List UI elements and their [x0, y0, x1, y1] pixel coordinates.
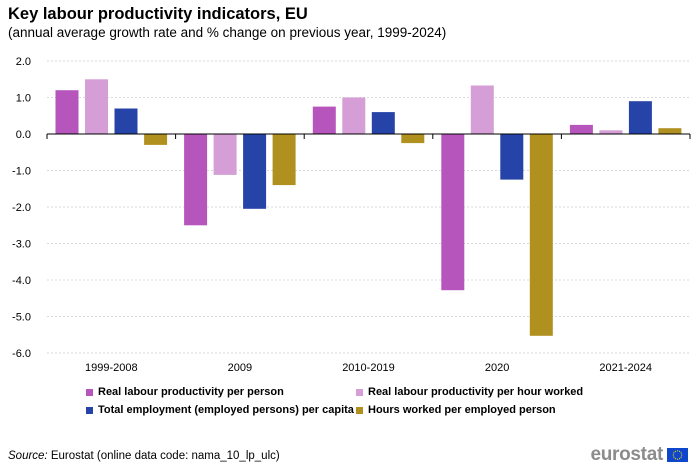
bar-real-per-hour-2021-2024 — [599, 130, 623, 134]
bar-real-per-person-2010-2019 — [312, 106, 336, 134]
y-tick-label: -2.0 — [12, 202, 31, 214]
flag-star — [676, 458, 679, 460]
bar-real-per-person-2020 — [441, 134, 465, 291]
legend-swatch-hours — [356, 406, 363, 414]
bar-real-per-person-1999-2008 — [55, 90, 79, 134]
bar-real-per-hour-2020 — [470, 85, 494, 134]
x-tick-label: 2010-2019 — [342, 362, 395, 374]
y-tick-label: -4.0 — [12, 275, 31, 287]
legend-label-real-per-hour: Real labour productivity per hour worked — [368, 386, 584, 398]
flag-star — [672, 454, 674, 456]
bars — [55, 79, 682, 336]
bar-real-per-hour-1999-2008 — [85, 79, 108, 135]
flag-star — [674, 458, 676, 460]
bar-hours-2010-2019 — [401, 134, 425, 144]
legend-label-hours: Hours worked per employed person — [368, 404, 556, 416]
y-tick-label: 1.0 — [16, 93, 31, 105]
y-tick-label: -3.0 — [12, 239, 31, 251]
flag-star — [680, 456, 682, 458]
flag-star — [676, 450, 679, 452]
eu-flag-icon — [667, 448, 688, 462]
y-tick-label: -6.0 — [12, 348, 31, 360]
flag-star — [679, 450, 681, 452]
x-tick-label: 2021-2024 — [599, 362, 652, 374]
flag-star — [679, 458, 681, 460]
x-axis — [46, 133, 691, 139]
legend-label-real-per-person: Real labour productivity per person — [98, 386, 284, 398]
chart-subtitle: (annual average growth rate and % change… — [8, 25, 447, 40]
logo-text: eurostat — [590, 444, 663, 465]
eurostat-logo: eurostat — [590, 444, 688, 466]
bar-hours-1999-2008 — [144, 134, 168, 145]
bar-employment-1999-2008 — [114, 108, 138, 134]
chart-title: Key labour productivity indicators, EU — [8, 5, 308, 23]
bar-employment-2009 — [243, 134, 267, 209]
x-tick-label: 2009 — [228, 362, 252, 374]
y-tick-label: 0.0 — [16, 129, 31, 141]
bar-employment-2020 — [500, 134, 524, 180]
y-tick-label: -1.0 — [12, 166, 31, 178]
bar-employment-2021-2024 — [628, 101, 652, 134]
bar-hours-2021-2024 — [658, 128, 682, 134]
legend-item-real-per-hour: Real labour productivity per hour worked — [356, 386, 583, 398]
x-axis-tick-labels: 1999-2008 2009 2010-2019 2020 2021-2024 — [85, 362, 652, 374]
bar-real-per-hour-2009 — [213, 134, 237, 175]
flag-star — [681, 454, 683, 456]
flag-star — [680, 452, 682, 454]
source-text: Eurostat (online data code: nama_10_lp_u… — [47, 450, 280, 462]
gridlines — [47, 60, 690, 354]
flag-star — [673, 452, 675, 454]
legend-swatch-real-per-hour — [356, 388, 363, 396]
x-tick-label: 1999-2008 — [85, 362, 138, 374]
bar-real-per-person-2021-2024 — [569, 124, 593, 134]
source-note: Source: Eurostat (online data code: nama… — [8, 450, 280, 462]
y-tick-label: 2.0 — [16, 56, 31, 68]
legend-item-real-per-person: Real labour productivity per person — [86, 386, 284, 398]
bar-hours-2020 — [529, 134, 553, 336]
y-axis-tick-labels: 2.0 1.0 0.0 -1.0 -2.0 -3.0 -4.0 -5.0 -6.0 — [12, 56, 31, 360]
y-tick-label: -5.0 — [12, 312, 31, 324]
flag-star — [674, 450, 676, 452]
legend-item-employment: Total employment (employed persons) per … — [86, 404, 354, 416]
legend-item-hours: Hours worked per employed person — [356, 404, 556, 416]
bar-employment-2010-2019 — [371, 112, 395, 134]
legend-swatch-real-per-person — [86, 388, 93, 396]
bar-real-per-person-2009 — [184, 134, 208, 226]
legend-swatch-employment — [86, 406, 93, 414]
source-label: Source: — [8, 450, 48, 462]
bar-hours-2009 — [272, 134, 296, 186]
x-tick-label: 2020 — [485, 362, 509, 374]
flag-star — [673, 456, 675, 458]
legend-label-employment: Total employment (employed persons) per … — [98, 404, 354, 416]
bar-chart: 2.0 1.0 0.0 -1.0 -2.0 -3.0 -4.0 -5.0 -6.0 1999-2… — [12, 56, 691, 374]
bar-real-per-hour-2010-2019 — [342, 97, 366, 134]
